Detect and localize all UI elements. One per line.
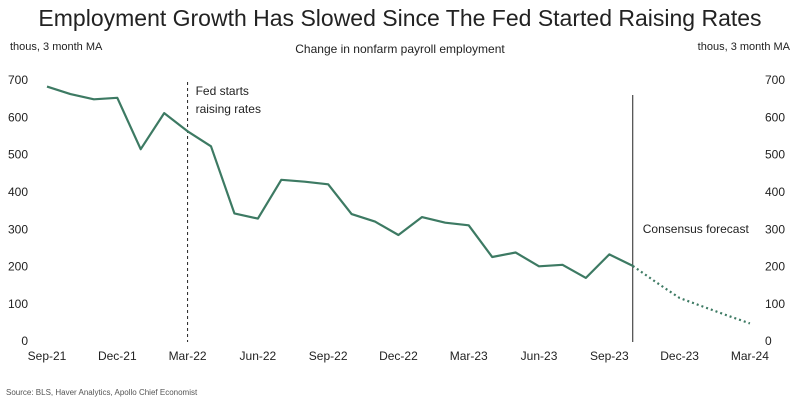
y2-tick-label: 100 [765, 297, 785, 311]
y-tick-label: 0 [21, 334, 28, 348]
y2-tick-label: 700 [765, 73, 785, 87]
x-tick-label: Sep-23 [590, 349, 629, 363]
y2-tick-label: 0 [765, 334, 772, 348]
y2-tick-label: 500 [765, 148, 785, 162]
annotation-text: raising rates [196, 102, 261, 116]
annotation-text: Fed starts [196, 84, 249, 98]
x-tick-label: Dec-22 [379, 349, 418, 363]
annotation-text: Consensus forecast [643, 222, 750, 236]
y-tick-label: 700 [8, 73, 28, 87]
x-tick-label: Mar-24 [731, 349, 769, 363]
y-tick-label: 300 [8, 222, 28, 236]
y-axis-label: thous, 3 month MA [10, 41, 103, 53]
y2-tick-label: 400 [765, 185, 785, 199]
source: Source: BLS, Haver Analytics, Apollo Chi… [6, 388, 198, 397]
y2-tick-label: 300 [765, 222, 785, 236]
x-tick-label: Jun-22 [240, 349, 277, 363]
y2-tick-label: 600 [765, 110, 785, 124]
data-line [46, 85, 634, 279]
x-tick-label: Jun-23 [521, 349, 558, 363]
data-line [632, 264, 751, 325]
x-tick-label: Dec-21 [98, 349, 137, 363]
y2-tick-label: 200 [765, 260, 785, 274]
x-tick-label: Mar-22 [169, 349, 207, 363]
y-tick-label: 200 [8, 260, 28, 274]
y-tick-label: 500 [8, 148, 28, 162]
x-tick-label: Mar-23 [450, 349, 488, 363]
x-tick-label: Dec-23 [660, 349, 699, 363]
y-tick-label: 100 [8, 297, 28, 311]
y-tick-label: 400 [8, 185, 28, 199]
chart-title: Employment Growth Has Slowed Since The F… [38, 5, 761, 31]
y-tick-label: 600 [8, 110, 28, 124]
x-tick-label: Sep-21 [28, 349, 67, 363]
chart-subtitle: Change in nonfarm payroll employment [295, 42, 505, 56]
y2-axis-label: thous, 3 month MA [698, 41, 791, 53]
x-tick-label: Sep-22 [309, 349, 348, 363]
